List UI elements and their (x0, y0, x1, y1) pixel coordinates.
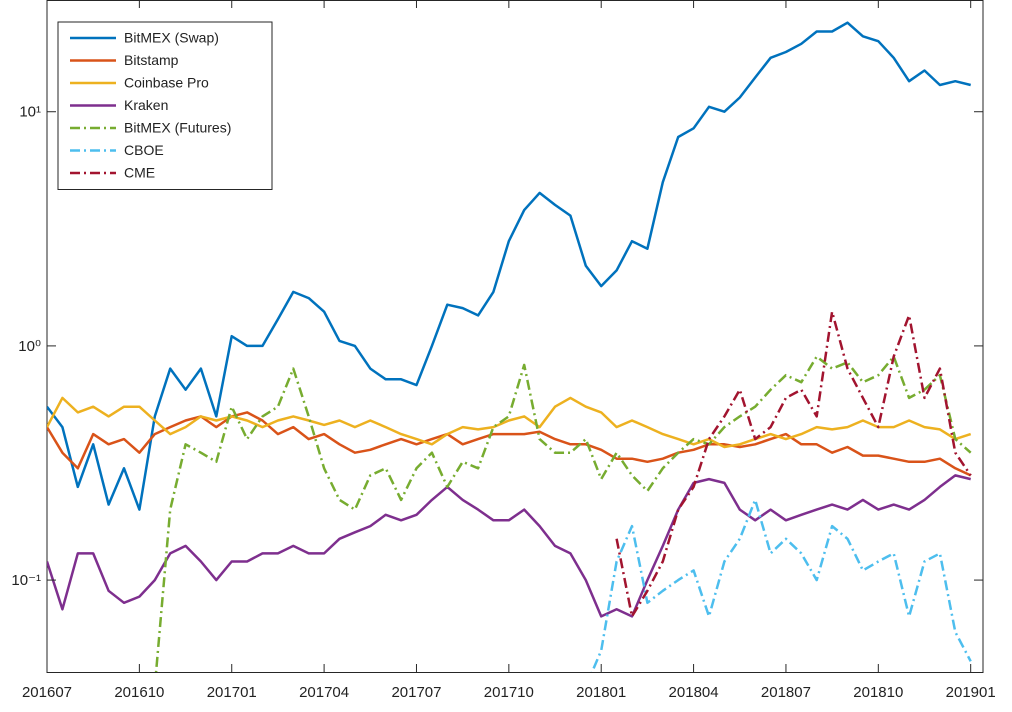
x-tick-label: 201610 (114, 684, 164, 701)
x-tick-label: 201607 (22, 684, 72, 701)
legend-label: BitMEX (Swap) (124, 30, 219, 46)
legend: BitMEX (Swap) Bitstamp Coinbase Pro Kraken B… (57, 21, 273, 190)
x-tick-label: 201801 (576, 684, 626, 701)
x-tick-label: 201807 (761, 684, 811, 701)
x-tick-label: 201701 (207, 684, 257, 701)
series-line (154, 355, 972, 672)
x-tick-label: 201710 (484, 684, 534, 701)
legend-label: CBOE (124, 142, 164, 158)
x-tick-label: 201810 (853, 684, 903, 701)
x-tick-label: 201704 (299, 684, 349, 701)
y-tick-label: 10⁰ (18, 338, 41, 355)
legend-label: Bitstamp (124, 52, 179, 68)
series-line (615, 310, 972, 618)
x-tick-label: 201804 (669, 684, 719, 701)
x-tick-label: 201707 (391, 684, 441, 701)
legend-label: Kraken (124, 97, 168, 113)
legend-label: CME (124, 165, 155, 181)
legend-label: Coinbase Pro (124, 75, 209, 91)
y-tick-label: 10¹ (19, 104, 41, 121)
y-tick-label: 10⁻¹ (11, 572, 41, 589)
lines (47, 21, 972, 672)
x-tick-label: 201901 (946, 684, 996, 701)
series-line (47, 21, 971, 511)
series-line (47, 474, 971, 618)
legend-label: BitMEX (Futures) (124, 120, 231, 136)
series-line (590, 498, 972, 672)
series-line (47, 396, 972, 449)
